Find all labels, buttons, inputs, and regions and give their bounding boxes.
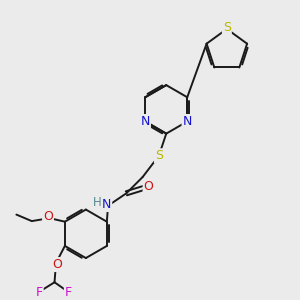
Text: N: N (141, 115, 150, 128)
Text: O: O (43, 210, 53, 223)
Text: H: H (92, 196, 101, 209)
Text: F: F (36, 286, 43, 299)
Text: O: O (52, 258, 62, 271)
Text: S: S (223, 21, 231, 34)
Text: F: F (65, 286, 72, 299)
Text: O: O (144, 180, 154, 193)
Text: S: S (155, 149, 163, 162)
Text: N: N (102, 198, 111, 211)
Text: N: N (183, 115, 192, 128)
